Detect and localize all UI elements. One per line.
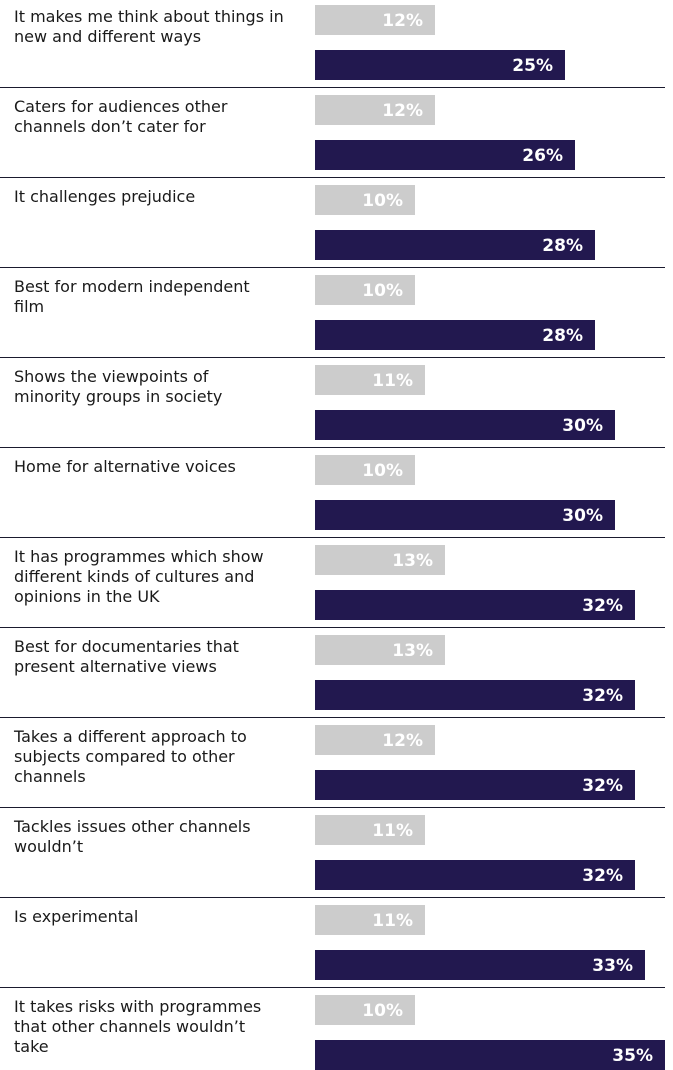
category-label: Caters for audiences other channels don’t… [14, 97, 228, 136]
bar-series-2 [315, 50, 565, 80]
bar-series-1 [315, 725, 435, 755]
bar-value-label: 35% [612, 1046, 653, 1066]
category-group: It makes me think about things in new and… [0, 5, 665, 88]
bar-value-label: 11% [372, 821, 413, 841]
bar-series-2 [315, 410, 615, 440]
bar-value-label: 10% [362, 1001, 403, 1021]
bar-series-2 [315, 680, 635, 710]
bar-value-label: 30% [562, 416, 603, 436]
bar-series-1 [315, 95, 435, 125]
category-label: Best for modern independent film [14, 277, 250, 316]
bar-series-1 [315, 365, 425, 395]
bar-value-label: 26% [522, 146, 563, 166]
category-label: Takes a different approach to subjects co… [13, 727, 247, 786]
bar-series-1 [315, 185, 415, 215]
bar-series-1 [315, 995, 415, 1025]
bar-series-2 [315, 500, 615, 530]
bar-value-label: 32% [582, 776, 623, 796]
bar-series-1 [315, 5, 435, 35]
bar-value-label: 12% [382, 11, 423, 31]
bar-series-1 [315, 275, 415, 305]
category-label: It challenges prejudice [14, 187, 195, 206]
category-group: Takes a different approach to subjects co… [0, 725, 665, 808]
bar-series-2 [315, 230, 595, 260]
bar-value-label: 13% [392, 641, 433, 661]
category-group: Best for documentaries that present alter… [0, 635, 665, 718]
bar-series-1 [315, 455, 415, 485]
bar-series-2 [315, 860, 635, 890]
bar-value-label: 28% [542, 236, 583, 256]
category-group: Best for modern independent film 10% 28% [0, 275, 665, 358]
bar-series-1 [315, 905, 425, 935]
bar-series-2 [315, 590, 635, 620]
bar-value-label: 10% [362, 191, 403, 211]
category-group: Caters for audiences other channels don’t… [0, 95, 665, 178]
category-label: It makes me think about things in new and… [14, 7, 284, 46]
bar-value-label: 32% [582, 686, 623, 706]
bar-series-2 [315, 950, 645, 980]
bar-value-label: 33% [592, 956, 633, 976]
bar-value-label: 28% [542, 326, 583, 346]
bar-value-label: 25% [512, 56, 553, 76]
category-label: It takes risks with programmes that other… [14, 997, 261, 1056]
bar-value-label: 32% [582, 596, 623, 616]
bar-series-1 [315, 815, 425, 845]
bar-series-1 [315, 635, 445, 665]
category-group: Home for alternative voices 10% 30% [0, 455, 665, 538]
category-label: Shows the viewpoints of minority groups i… [14, 367, 222, 406]
bar-value-label: 12% [382, 101, 423, 121]
bar-value-label: 11% [372, 371, 413, 391]
bar-value-label: 11% [372, 911, 413, 931]
bar-series-2 [315, 320, 595, 350]
category-label: Is experimental [14, 907, 138, 926]
category-label: Best for documentaries that present alter… [14, 637, 239, 676]
bar-series-2 [315, 140, 575, 170]
category-group: It challenges prejudice 10% 28% [0, 185, 665, 268]
category-group: It takes risks with programmes that other… [14, 995, 665, 1070]
category-group: Tackles issues other channels wouldn’t 11%… [0, 815, 665, 898]
bar-series-2 [315, 1040, 665, 1070]
bar-series-2 [315, 770, 635, 800]
bar-value-label: 30% [562, 506, 603, 526]
category-group: Shows the viewpoints of minority groups i… [0, 365, 665, 448]
bar-value-label: 13% [392, 551, 433, 571]
category-label: Home for alternative voices [14, 457, 236, 476]
category-group: Is experimental 11% 33% [0, 905, 665, 988]
category-label: Tackles issues other channels wouldn’t [13, 817, 251, 856]
bar-value-label: 10% [362, 281, 403, 301]
bar-value-label: 32% [582, 866, 623, 886]
bar-value-label: 10% [362, 461, 403, 481]
bar-series-1 [315, 545, 445, 575]
bar-value-label: 12% [382, 731, 423, 751]
category-label: It has programmes which show different ki… [14, 547, 264, 606]
category-group: It has programmes which show different ki… [0, 545, 665, 628]
